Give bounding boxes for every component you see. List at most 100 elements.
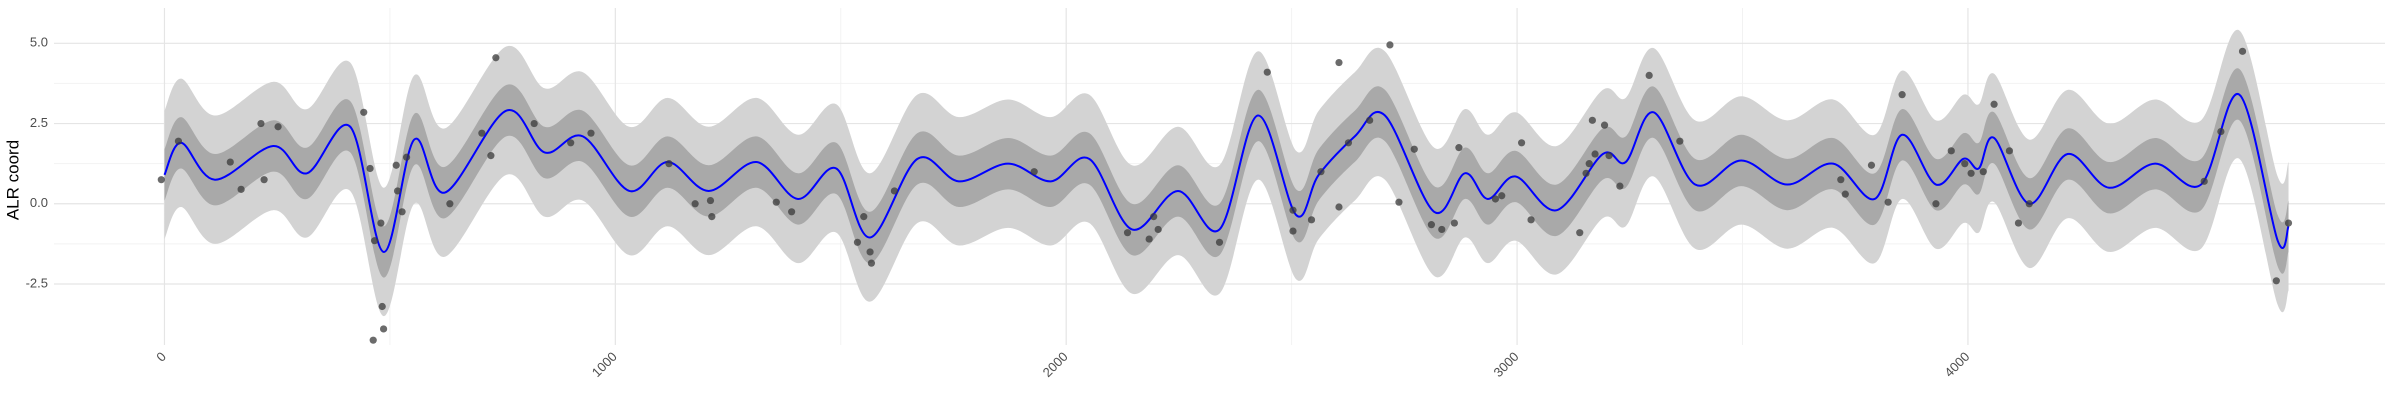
- data-point: [1317, 168, 1325, 176]
- data-point: [860, 213, 868, 221]
- data-point: [1616, 182, 1624, 190]
- data-point: [446, 200, 454, 208]
- data-point: [492, 54, 500, 62]
- data-point: [2025, 200, 2033, 208]
- data-point: [1386, 41, 1394, 49]
- data-point: [226, 158, 234, 166]
- data-point: [890, 187, 899, 195]
- data-point: [1676, 137, 1684, 145]
- data-point: [772, 198, 780, 206]
- data-point: [369, 336, 377, 344]
- data-point: [1491, 195, 1500, 203]
- data-point: [1884, 198, 1892, 206]
- data-point: [2217, 127, 2225, 136]
- data-point: [1366, 116, 1374, 124]
- data-point: [174, 137, 183, 145]
- data-point: [1947, 147, 1955, 155]
- data-point: [1123, 229, 1132, 237]
- y-tick-label: 5.0: [30, 35, 48, 50]
- data-point: [1841, 190, 1849, 198]
- data-point: [530, 119, 538, 128]
- data-point: [2238, 47, 2247, 55]
- data-point: [1150, 213, 1158, 221]
- data-point: [1588, 116, 1596, 124]
- data-point: [366, 164, 374, 173]
- data-point: [1498, 192, 1506, 200]
- data-point: [1307, 216, 1316, 224]
- data-point: [398, 208, 406, 216]
- data-point: [157, 176, 165, 184]
- data-point: [1438, 225, 1446, 234]
- data-point: [1427, 221, 1436, 229]
- data-point: [1145, 235, 1153, 243]
- data-point: [1979, 168, 1987, 176]
- data-point: [274, 123, 282, 131]
- confidence-band: [164, 68, 2289, 278]
- y-tick-label: -2.5: [26, 275, 48, 290]
- data-point: [2284, 219, 2293, 227]
- data-point: [1932, 200, 1940, 208]
- data-point: [1395, 198, 1403, 206]
- data-point: [360, 108, 368, 116]
- data-point: [1030, 168, 1038, 176]
- confidence-band: [164, 29, 2289, 317]
- data-point: [1576, 229, 1584, 237]
- data-point: [665, 160, 673, 168]
- data-point: [1591, 150, 1599, 158]
- data-point: [2272, 277, 2280, 285]
- data-point: [1585, 160, 1593, 168]
- data-point: [1289, 206, 1297, 214]
- data-point: [1450, 219, 1459, 227]
- data-point: [1582, 169, 1590, 177]
- data-point: [1961, 160, 1969, 168]
- y-axis-label: ALR coord: [3, 140, 22, 220]
- data-point: [1527, 216, 1535, 224]
- data-point: [478, 129, 486, 137]
- data-point: [1837, 176, 1845, 184]
- data-point: [691, 200, 699, 208]
- data-point: [1410, 145, 1418, 153]
- data-point: [853, 238, 862, 246]
- data-point: [867, 259, 876, 267]
- data-point: [370, 237, 379, 245]
- data-point: [2014, 219, 2023, 227]
- data-point: [487, 152, 495, 160]
- data-point: [402, 153, 411, 161]
- data-point: [1867, 161, 1876, 169]
- data-point: [587, 129, 595, 137]
- data-point: [1154, 225, 1162, 234]
- data-point: [1967, 169, 1975, 177]
- data-point: [1898, 91, 1906, 99]
- data-point: [706, 196, 715, 205]
- data-point: [379, 325, 388, 333]
- data-point: [567, 139, 575, 147]
- data-point: [1600, 121, 1609, 129]
- data-point: [393, 187, 402, 195]
- data-point: [788, 208, 796, 216]
- data-point: [392, 161, 400, 169]
- data-point: [1263, 68, 1271, 76]
- data-point: [1990, 100, 1998, 108]
- data-point: [1289, 227, 1297, 235]
- data-point: [378, 302, 386, 311]
- data-point: [1215, 238, 1224, 246]
- data-point: [377, 219, 385, 227]
- data-point: [2005, 147, 2014, 155]
- data-point: [1344, 139, 1353, 147]
- data-point: [1335, 203, 1343, 211]
- data-point: [708, 213, 716, 221]
- data-point: [260, 176, 268, 184]
- y-tick-label: 0.0: [30, 195, 48, 210]
- data-point: [237, 185, 245, 193]
- data-point: [1605, 152, 1613, 160]
- data-point: [257, 119, 265, 128]
- data-point: [1455, 144, 1463, 152]
- data-point: [1517, 139, 1526, 147]
- data-point: [1335, 58, 1343, 67]
- data-point: [866, 248, 874, 256]
- data-point: [1645, 71, 1653, 79]
- data-point: [2200, 177, 2208, 185]
- mean-line: [163, 93, 2290, 253]
- y-tick-label: 2.5: [30, 115, 48, 130]
